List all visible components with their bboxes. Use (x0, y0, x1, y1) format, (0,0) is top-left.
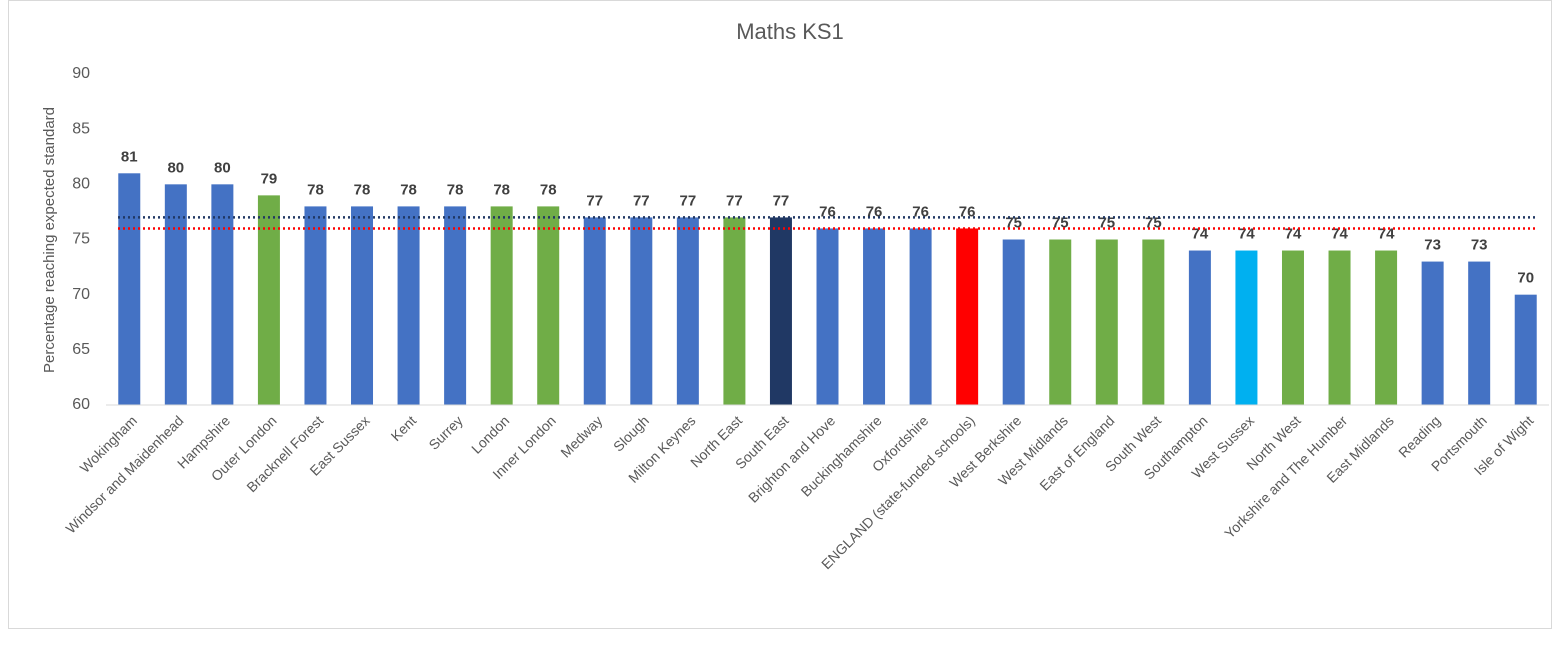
y-tick-label: 90 (72, 65, 90, 82)
data-label: 78 (354, 181, 371, 198)
data-label: 77 (726, 192, 743, 209)
data-label: 78 (447, 181, 464, 198)
bar (1049, 239, 1072, 405)
bar (630, 217, 653, 405)
y-tick-label: 75 (72, 231, 90, 248)
bar (1514, 294, 1537, 405)
bar (909, 228, 932, 405)
data-label: 78 (493, 181, 510, 198)
y-axis-label: Percentage reaching expected standard (41, 107, 58, 373)
bar (1142, 239, 1165, 405)
data-label: 76 (959, 203, 976, 220)
y-tick-label: 85 (72, 120, 90, 137)
bar (397, 206, 420, 405)
data-label: 79 (261, 170, 278, 187)
data-label: 73 (1424, 237, 1441, 254)
y-tick-label: 60 (72, 396, 90, 413)
data-label: 78 (307, 181, 324, 198)
bar (257, 195, 280, 405)
bar (769, 217, 792, 405)
data-label: 70 (1517, 270, 1534, 287)
data-label: 77 (633, 192, 650, 209)
bar (211, 184, 234, 405)
bar (537, 206, 560, 405)
data-label: 75 (1098, 214, 1115, 231)
data-label: 74 (1331, 226, 1348, 243)
y-tick-label: 80 (72, 176, 90, 193)
bar (1095, 239, 1118, 405)
bar (1421, 261, 1444, 405)
bar (1235, 250, 1258, 405)
bar (444, 206, 467, 405)
data-label: 80 (167, 159, 184, 176)
bar (1375, 250, 1398, 405)
bar (1468, 261, 1491, 405)
bar (1281, 250, 1304, 405)
bar (583, 217, 606, 405)
bar (956, 228, 979, 405)
data-label: 77 (586, 192, 603, 209)
data-label: 81 (121, 148, 138, 165)
bar (676, 217, 699, 405)
y-tick-label: 70 (72, 286, 90, 303)
bar (816, 228, 839, 405)
data-label: 74 (1192, 226, 1209, 243)
bar (351, 206, 374, 405)
data-label: 74 (1285, 226, 1302, 243)
chart-title: Maths KS1 (736, 19, 844, 44)
data-label: 73 (1471, 237, 1488, 254)
data-label: 74 (1238, 226, 1255, 243)
data-label: 77 (773, 192, 790, 209)
data-label: 78 (540, 181, 557, 198)
bar (1188, 250, 1211, 405)
data-label: 74 (1378, 226, 1395, 243)
bar (863, 228, 886, 405)
bar (304, 206, 327, 405)
bar (164, 184, 187, 405)
bar (1002, 239, 1025, 405)
data-label: 77 (680, 192, 697, 209)
bar (723, 217, 746, 405)
data-label: 80 (214, 159, 231, 176)
data-label: 78 (400, 181, 417, 198)
bar (118, 173, 141, 405)
bar (1328, 250, 1351, 405)
y-tick-label: 65 (72, 341, 90, 358)
bar (490, 206, 513, 405)
